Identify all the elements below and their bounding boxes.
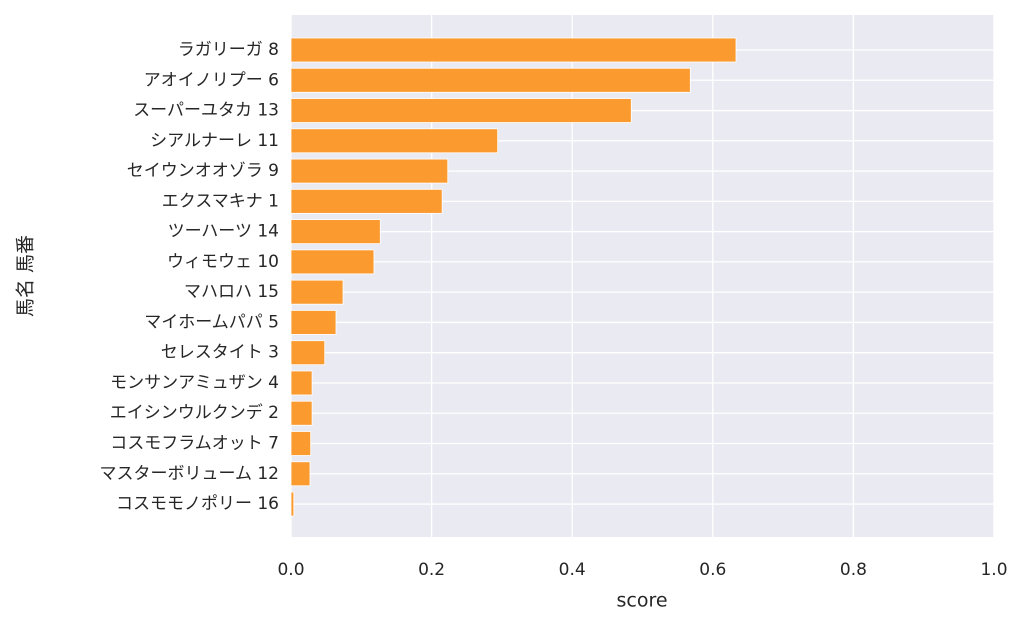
bar [290,370,313,396]
bar [290,98,632,123]
x-axis-label: score [616,590,667,612]
x-tick-label: 0.0 [277,560,304,580]
y-tick-label: スーパーユタカ 13 [133,101,279,121]
y-tick-label: ラガリーガ 8 [178,40,279,60]
x-tick-label: 1.0 [980,560,1007,580]
y-tick-label: アオイノリプー 6 [144,70,279,90]
bar [290,279,344,305]
bar [290,128,499,154]
bar [290,431,312,456]
y-tick-label: ウィモウェ 10 [167,252,279,272]
y-tick-label: モンサンアミュザン 4 [110,373,279,393]
y-tick-label: エイシンウルクンデ 2 [110,402,279,423]
bar [290,400,313,426]
y-tick-label: セイウンオオゾラ 9 [127,161,279,181]
y-tick-label: マハロハ 15 [184,282,279,302]
bar [290,67,691,93]
bar [290,219,381,245]
bar [290,249,375,275]
x-tick-label: 0.2 [418,560,445,580]
bar [290,158,449,184]
bar [290,310,337,335]
x-tick-label: 0.8 [840,560,867,580]
y-tick-label: マイホームパパ 5 [144,312,279,332]
y-tick-label: セレスタイト 3 [161,343,279,363]
y-tick-label: コスモモノポリー 16 [116,494,279,514]
bar [290,37,737,63]
bar [290,461,311,487]
y-tick-label: シアルナーレ 11 [150,131,279,151]
y-tick-label: マスターボリューム 12 [99,464,279,484]
y-tick-label: コスモフラムオット 7 [110,434,279,454]
bar [290,188,443,214]
y-tick-label: ツーハーツ 14 [168,222,279,242]
y-tick-label: エクスマキナ 1 [162,191,279,211]
x-tick-label: 0.6 [699,560,726,580]
bar [290,340,326,366]
bar [290,491,295,517]
y-axis-label: 馬名 馬番 [15,235,37,317]
x-tick-label: 0.4 [559,560,586,580]
plot-area [291,15,994,537]
